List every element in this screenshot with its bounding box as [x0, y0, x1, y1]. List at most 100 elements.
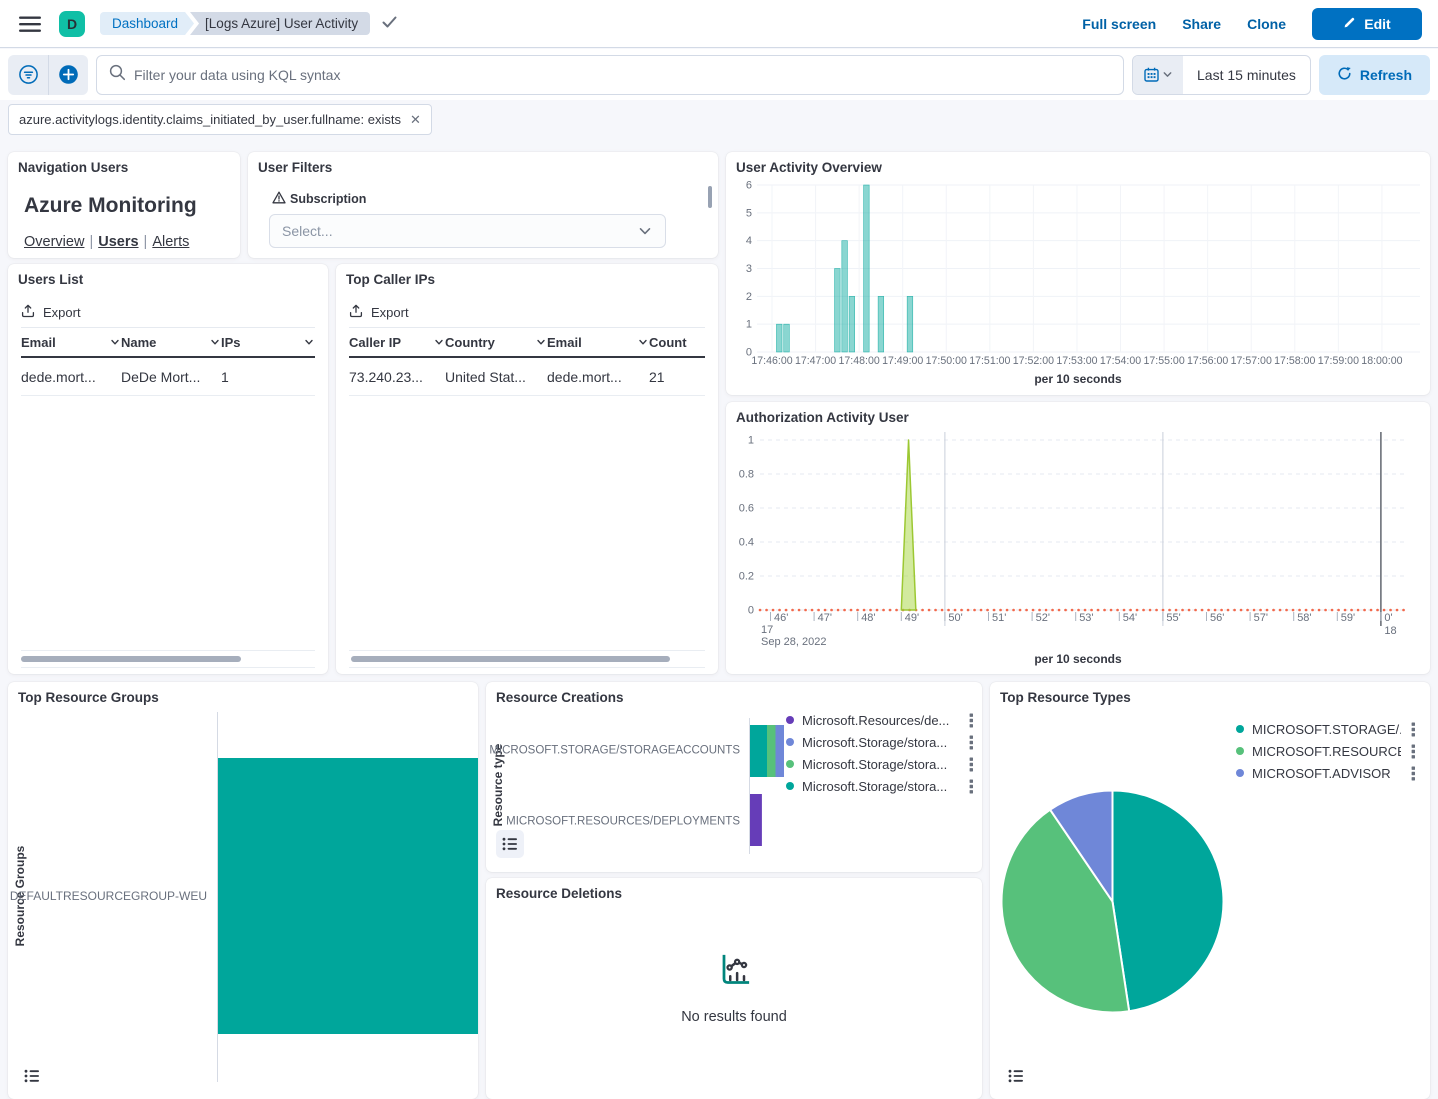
column-header[interactable]: Count	[649, 334, 687, 350]
x-axis-label: per 10 seconds	[1034, 372, 1122, 386]
legend-item-label: Microsoft.Storage/stora...	[802, 734, 948, 750]
refresh-button[interactable]: Refresh	[1318, 54, 1430, 95]
legend-item-label: Microsoft.Storage/stora...	[802, 778, 948, 794]
clone-link[interactable]: Clone	[1247, 15, 1286, 32]
filter-pills-row: azure.activitylogs.identity.claims_initi…	[8, 104, 432, 135]
time-range-value[interactable]: Last 15 minutes	[1197, 66, 1296, 83]
edit-button[interactable]: Edit	[1312, 7, 1422, 40]
bar-segment	[750, 725, 767, 777]
space-avatar[interactable]: D	[59, 10, 85, 37]
horizontal-scrollbar[interactable]	[351, 656, 670, 662]
y-tick-label: 2	[746, 291, 752, 303]
column-header[interactable]: Caller IP	[349, 328, 445, 356]
query-toolbar: Last 15 minutes Refresh	[0, 49, 1438, 100]
refresh-icon	[1337, 66, 1352, 84]
panel-title: Resource Deletions	[496, 886, 623, 901]
sort-chevron-icon	[435, 339, 443, 345]
azure-monitoring-heading: Azure Monitoring	[24, 194, 197, 217]
bar	[848, 296, 855, 353]
y-tick-label: 6	[746, 180, 752, 192]
legend-more-icon[interactable]	[1409, 721, 1418, 738]
bar-segment	[767, 725, 776, 777]
menu-hamburger-icon[interactable]	[18, 12, 42, 36]
panel-vertical-scrollbar[interactable]	[708, 186, 712, 208]
users-link[interactable]: Users	[98, 234, 139, 250]
column-header[interactable]: Email	[21, 328, 121, 356]
add-filter-icon[interactable]	[48, 54, 88, 95]
panel-title: Top Resource Types	[1000, 690, 1131, 705]
legend-color-dot	[1236, 769, 1244, 777]
legend-item[interactable]: MICROSOFT.RESOURCE...	[1236, 740, 1418, 762]
legend-toggle-list-icon[interactable]	[1002, 1062, 1030, 1090]
category-label: DEFAULTRESOURCEGROUP-WEU	[10, 889, 207, 903]
legend-item-label: Microsoft.Resources/de...	[802, 712, 950, 728]
panel-title: Navigation Users	[18, 160, 129, 175]
legend-more-icon[interactable]	[1409, 743, 1418, 760]
column-header[interactable]: IPs	[221, 328, 315, 356]
full-screen-link[interactable]: Full screen	[1082, 15, 1157, 32]
panel-navigation-users: Navigation Users Azure Monitoring Overvi…	[8, 152, 240, 258]
legend-item[interactable]: Microsoft.Storage/stora...	[786, 775, 976, 797]
legend-more-icon[interactable]	[967, 778, 976, 795]
bar	[863, 184, 870, 353]
panel-user-filters: User Filters Subscription Select...	[248, 152, 718, 258]
category-label: MICROSOFT.RESOURCES/DEPLOYMENTS	[506, 816, 740, 828]
calendar-dropdown-button[interactable]	[1133, 55, 1184, 94]
kql-search-box	[96, 54, 1125, 95]
legend-toggle-list-icon[interactable]	[18, 1062, 46, 1090]
calendar-icon	[1143, 67, 1159, 82]
legend-more-icon[interactable]	[967, 734, 976, 751]
authorization-activity-chart: 0 0.2 0.4 0.6 0.8 1 46' 47' 48' 49' 50' 51' 52' 53' 54…	[739, 432, 1407, 666]
legend-more-icon[interactable]	[1409, 765, 1418, 782]
legend-item-label: MICROSOFT.STORAGE/...	[1252, 721, 1401, 737]
legend-item[interactable]: MICROSOFT.STORAGE/...	[1236, 718, 1418, 740]
legend-more-icon[interactable]	[967, 756, 976, 773]
legend-item[interactable]: Microsoft.Storage/stora...	[786, 731, 976, 753]
caller-ips-table: Caller IP Country Email Count 73.240.23... Un…	[349, 327, 705, 396]
panel-top-resource-types: Top Resource Types MICROSOFT.STORAGE/...…	[990, 682, 1430, 1099]
breadcrumb-current-page: [Logs Azure] User Activity	[190, 12, 371, 35]
panel-title: Top Caller IPs	[346, 272, 436, 287]
x-tick-label: 51'	[992, 612, 1006, 624]
horizontal-scrollbar[interactable]	[21, 656, 241, 662]
panel-top-caller-ips: Top Caller IPs Export Caller IP Country Em…	[336, 264, 718, 674]
y-tick-label: 0.8	[739, 469, 754, 481]
x-tick-label: 0'	[1384, 612, 1392, 624]
column-header[interactable]: Country	[445, 328, 547, 356]
bar	[834, 268, 841, 353]
legend-color-dot	[1236, 725, 1244, 733]
x-tick-label: 17:49:00	[882, 355, 923, 367]
top-navigation-bar: D Dashboard [Logs Azure] User Activity F…	[0, 0, 1438, 48]
breadcrumb-dashboard[interactable]: Dashboard	[100, 12, 194, 35]
remove-filter-icon[interactable]: ✕	[410, 111, 421, 127]
no-results-chart-icon	[714, 950, 754, 995]
legend-item[interactable]: MICROSOFT.ADVISOR	[1236, 762, 1418, 784]
users-table: Email Name IPs dede.mort... DeDe Mort... 1	[21, 327, 315, 396]
x-tick-label: 17:53:00	[1056, 355, 1097, 367]
table-cell: United Stat...	[445, 368, 526, 385]
column-header[interactable]: Name	[121, 328, 221, 356]
legend-item[interactable]: Microsoft.Storage/stora...	[786, 753, 976, 775]
subscription-select[interactable]: Select...	[269, 214, 666, 248]
export-button[interactable]: Export	[349, 304, 409, 321]
overview-link[interactable]: Overview	[24, 234, 85, 250]
table-cell: dede.mort...	[547, 368, 622, 385]
panel-title: Resource Creations	[496, 690, 624, 705]
kql-search-input[interactable]	[134, 66, 1112, 83]
legend-more-icon[interactable]	[967, 712, 976, 729]
legend-color-dot	[786, 716, 794, 724]
legend-item[interactable]: Microsoft.Resources/de...	[786, 709, 976, 731]
sort-chevron-icon	[639, 339, 647, 345]
column-header[interactable]: Email	[547, 328, 649, 356]
x-tick-label: 58'	[1297, 612, 1311, 624]
table-row: dede.mort... DeDe Mort... 1	[21, 358, 315, 396]
y-tick-label: 1	[748, 435, 754, 447]
export-button[interactable]: Export	[21, 304, 81, 321]
alerts-link[interactable]: Alerts	[152, 234, 190, 250]
y-tick-label: 3	[746, 263, 752, 275]
active-filter-pill[interactable]: azure.activitylogs.identity.claims_initi…	[8, 104, 432, 135]
share-link[interactable]: Share	[1182, 15, 1222, 32]
x-tick-label: 50'	[948, 612, 962, 624]
saved-query-filter-icon[interactable]	[8, 55, 48, 95]
legend-toggle-list-icon[interactable]	[496, 830, 524, 858]
